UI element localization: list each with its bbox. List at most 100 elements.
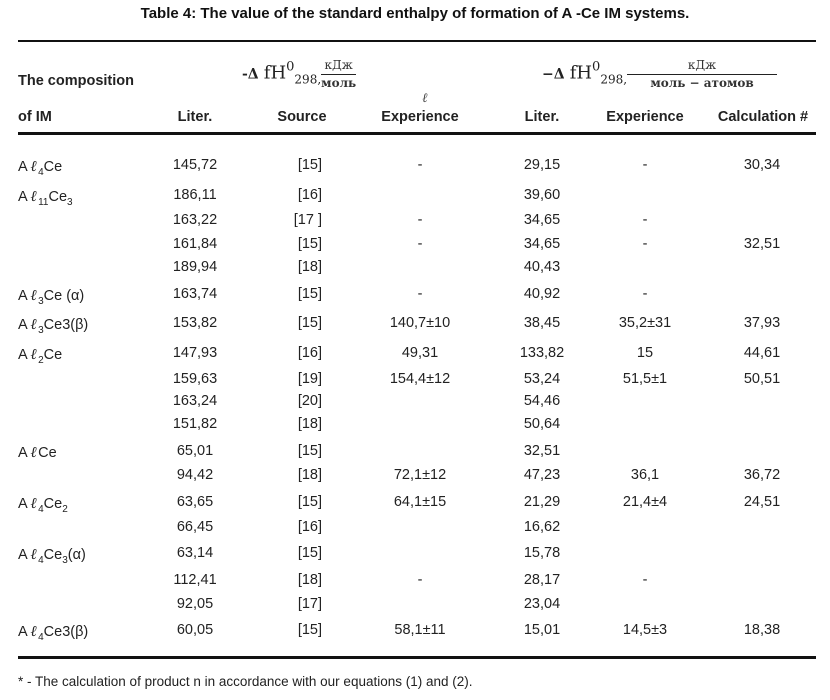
liter-molar-cell: 60,05 bbox=[176, 622, 214, 638]
composition-element: Ce3(β) bbox=[43, 317, 89, 333]
liter-atomic-cell: 47,23 bbox=[523, 467, 561, 483]
liter-atomic-cell: 15,01 bbox=[523, 622, 561, 638]
composition-sub1: 4 bbox=[38, 632, 44, 643]
liter-atomic-cell: 29,15 bbox=[523, 157, 561, 173]
delta-symbol: −Δ bbox=[542, 66, 565, 83]
liter-atomic-cell: 39,60 bbox=[523, 187, 561, 203]
source-cell: [19] bbox=[297, 371, 322, 387]
footnote: * - The calculation of product n in acco… bbox=[18, 674, 473, 689]
liter-molar-cell: 112,41 bbox=[173, 572, 217, 588]
column-header-liter-atomic: Liter. bbox=[524, 109, 560, 125]
source-cell: [18] bbox=[297, 572, 322, 588]
liter-molar-cell: 63,65 bbox=[176, 494, 214, 510]
calculation-cell: 18,38 bbox=[743, 622, 781, 638]
composition-element: Ce (α) bbox=[43, 288, 85, 304]
liter-atomic-cell: 34,65 bbox=[523, 236, 561, 252]
composition-prefix: A bbox=[18, 445, 28, 461]
experience-atomic-cell: 14,5±3 bbox=[622, 622, 668, 638]
liter-atomic-cell: 40,92 bbox=[523, 286, 561, 302]
source-cell: [17] bbox=[297, 596, 322, 612]
composition-ell bbox=[18, 393, 22, 411]
formula-sub: 298, bbox=[294, 72, 322, 87]
source-cell: [15] bbox=[297, 494, 322, 510]
calculation-cell: 44,61 bbox=[743, 345, 781, 361]
composition-prefix: A bbox=[18, 317, 28, 333]
composition-sub2: 3 bbox=[62, 555, 68, 566]
experience-molar-cell: 64,1±15 bbox=[393, 494, 447, 510]
composition-cell bbox=[18, 467, 22, 488]
table-row: 189,94 [18] 40,43 bbox=[0, 259, 830, 279]
calculation-cell: 37,93 bbox=[743, 315, 781, 331]
header-composition-line2: of IM bbox=[18, 109, 52, 125]
table-row: 151,82 [18] 50,64 bbox=[0, 416, 830, 436]
source-cell: [15] bbox=[297, 443, 322, 459]
column-header-source: Source bbox=[277, 109, 327, 125]
column-header-experience: Experience bbox=[381, 109, 459, 125]
unit-fraction: кДж моль − атомов bbox=[627, 58, 778, 90]
composition-cell bbox=[18, 416, 22, 437]
source-cell: [15] bbox=[297, 545, 322, 561]
unit-numerator: кДж bbox=[627, 58, 778, 75]
unit-fraction: кДж моль bbox=[321, 58, 357, 90]
composition-element: Ce bbox=[43, 347, 63, 363]
composition-cell bbox=[18, 519, 22, 540]
liter-atomic-cell: 28,17 bbox=[523, 572, 561, 588]
composition-cell bbox=[18, 596, 22, 617]
source-cell: [18] bbox=[297, 416, 322, 432]
experience-molar-cell: 154,4±12 bbox=[389, 371, 451, 387]
formula-fh: fH bbox=[569, 62, 593, 84]
calculation-cell: 30,34 bbox=[743, 157, 781, 173]
composition-cell bbox=[18, 572, 22, 593]
liter-molar-cell: 161,84 bbox=[172, 236, 218, 252]
liter-molar-cell: 153,82 bbox=[172, 315, 218, 331]
source-cell: [15] bbox=[297, 236, 322, 252]
liter-molar-cell: 92,05 bbox=[176, 596, 214, 612]
experience-molar-cell: - bbox=[417, 236, 423, 252]
experience-molar-cell: - bbox=[417, 212, 423, 228]
experience-molar-cell: 49,31 bbox=[401, 345, 439, 361]
experience-atomic-cell: - bbox=[642, 236, 648, 252]
table-row: 94,42 [18] 72,1±12 47,23 36,1 36,72 bbox=[0, 467, 830, 487]
liter-atomic-cell: 53,24 bbox=[523, 371, 561, 387]
composition-prefix: A bbox=[18, 347, 28, 363]
liter-molar-cell: 163,74 bbox=[172, 286, 218, 302]
composition-ell bbox=[18, 212, 22, 230]
experience-molar-cell: 58,1±11 bbox=[394, 622, 446, 638]
composition-element: Ce bbox=[43, 496, 63, 512]
composition-cell bbox=[18, 371, 22, 392]
source-cell: [18] bbox=[297, 259, 322, 275]
liter-molar-cell: 147,93 bbox=[172, 345, 218, 361]
composition-sub1: 2 bbox=[38, 355, 44, 366]
composition-ell bbox=[18, 236, 22, 254]
composition-cell bbox=[18, 259, 22, 280]
composition-sub1: 11 bbox=[38, 197, 49, 208]
experience-molar-cell: - bbox=[417, 157, 423, 173]
composition-prefix: A bbox=[18, 159, 28, 175]
liter-molar-cell: 65,01 bbox=[176, 443, 214, 459]
table-row: 163,22 [17 ] - 34,65 - bbox=[0, 212, 830, 232]
liter-molar-cell: 145,72 bbox=[172, 157, 218, 173]
calculation-cell: 36,72 bbox=[743, 467, 781, 483]
experience-molar-cell: 72,1±12 bbox=[393, 467, 447, 483]
composition-ell bbox=[18, 467, 22, 485]
header-rule bbox=[18, 132, 816, 135]
composition-ell: ℓ bbox=[30, 286, 38, 304]
experience-atomic-cell: 36,1 bbox=[630, 467, 660, 483]
formula-sup: 0 bbox=[286, 59, 295, 75]
liter-molar-cell: 186,11 bbox=[173, 187, 217, 203]
formula-sup: 0 bbox=[592, 59, 601, 75]
table-title: Table 4: The value of the standard entha… bbox=[140, 5, 690, 22]
liter-atomic-cell: 50,64 bbox=[523, 416, 561, 432]
liter-atomic-cell: 23,04 bbox=[523, 596, 561, 612]
composition-sub1: 3 bbox=[38, 296, 44, 307]
